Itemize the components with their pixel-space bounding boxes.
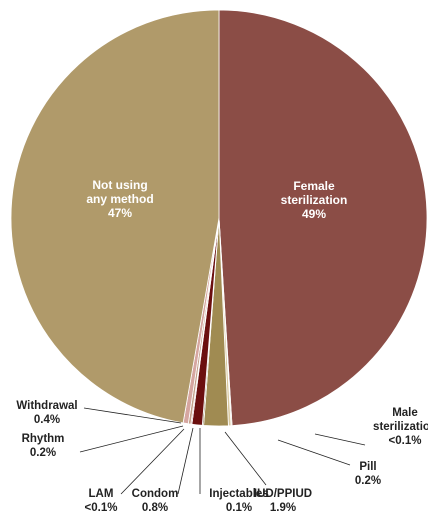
slice-label-line: <0.1% — [85, 502, 118, 514]
slice-label-line: Condom — [132, 488, 179, 500]
slice-label-line: Injectables — [209, 488, 268, 500]
slice-label-line: LAM — [89, 488, 114, 500]
slice-label-withdrawal: Withdrawal 0.4% — [16, 400, 77, 426]
slice-label-rhythm: Rhythm 0.2% — [22, 433, 65, 459]
slice-label-iud-ppiud: IUD/PPIUD 1.9% — [254, 488, 312, 514]
slice-label-line: <0.1% — [389, 435, 422, 447]
pie-slices — [10, 9, 428, 427]
slice-label-line: any method — [86, 192, 153, 206]
slice-label-line: 0.1% — [226, 502, 252, 514]
slice-label-line: Not using — [92, 178, 147, 192]
slice-label-line: 1.9% — [270, 502, 296, 514]
pie-slice-not-using-any-method — [10, 9, 220, 424]
slice-label-line: Withdrawal — [16, 400, 77, 412]
slice-label-line: IUD/PPIUD — [254, 488, 312, 500]
slice-label-line: 0.4% — [34, 414, 60, 426]
slice-label-female-sterilization: Female sterilization 49% — [281, 179, 348, 221]
leader-lines — [79, 407, 366, 495]
leader-line-pill — [277, 439, 351, 466]
slice-label-not-using-any-method: Not using any method 47% — [86, 178, 153, 220]
leader-line-condom — [177, 427, 194, 495]
slice-labels: Femalesterilization49%Malesterilization<… — [16, 178, 428, 514]
pie-slice-female-sterilization — [218, 9, 428, 427]
leader-line-male-sterilization — [314, 433, 366, 446]
slice-label-line: 47% — [108, 206, 132, 220]
leader-line-withdrawal — [83, 407, 182, 424]
slice-label-line: 49% — [302, 207, 326, 221]
slice-label-line: sterilization — [281, 193, 348, 207]
slice-label-line: 0.8% — [142, 502, 168, 514]
leader-line-rhythm — [79, 425, 184, 453]
slice-label-line: 0.2% — [30, 447, 56, 459]
slice-label-injectables: Injectables 0.1% — [209, 488, 268, 514]
slice-label-line: Rhythm — [22, 433, 65, 445]
slice-label-line: Pill — [359, 461, 376, 473]
leader-line-iud-ppiud — [224, 431, 267, 486]
slice-label-male-sterilization: Male sterilization <0.1% — [373, 407, 428, 447]
slice-label-line: sterilization — [373, 421, 428, 433]
slice-label-pill: Pill 0.2% — [355, 461, 381, 487]
slice-label-line: Female — [293, 179, 335, 193]
slice-label-line: Male — [392, 407, 418, 419]
slice-label-condom: Condom 0.8% — [132, 488, 179, 514]
slice-label-line: 0.2% — [355, 475, 381, 487]
slice-label-lam: LAM <0.1% — [85, 488, 118, 514]
leader-line-lam — [120, 428, 185, 495]
